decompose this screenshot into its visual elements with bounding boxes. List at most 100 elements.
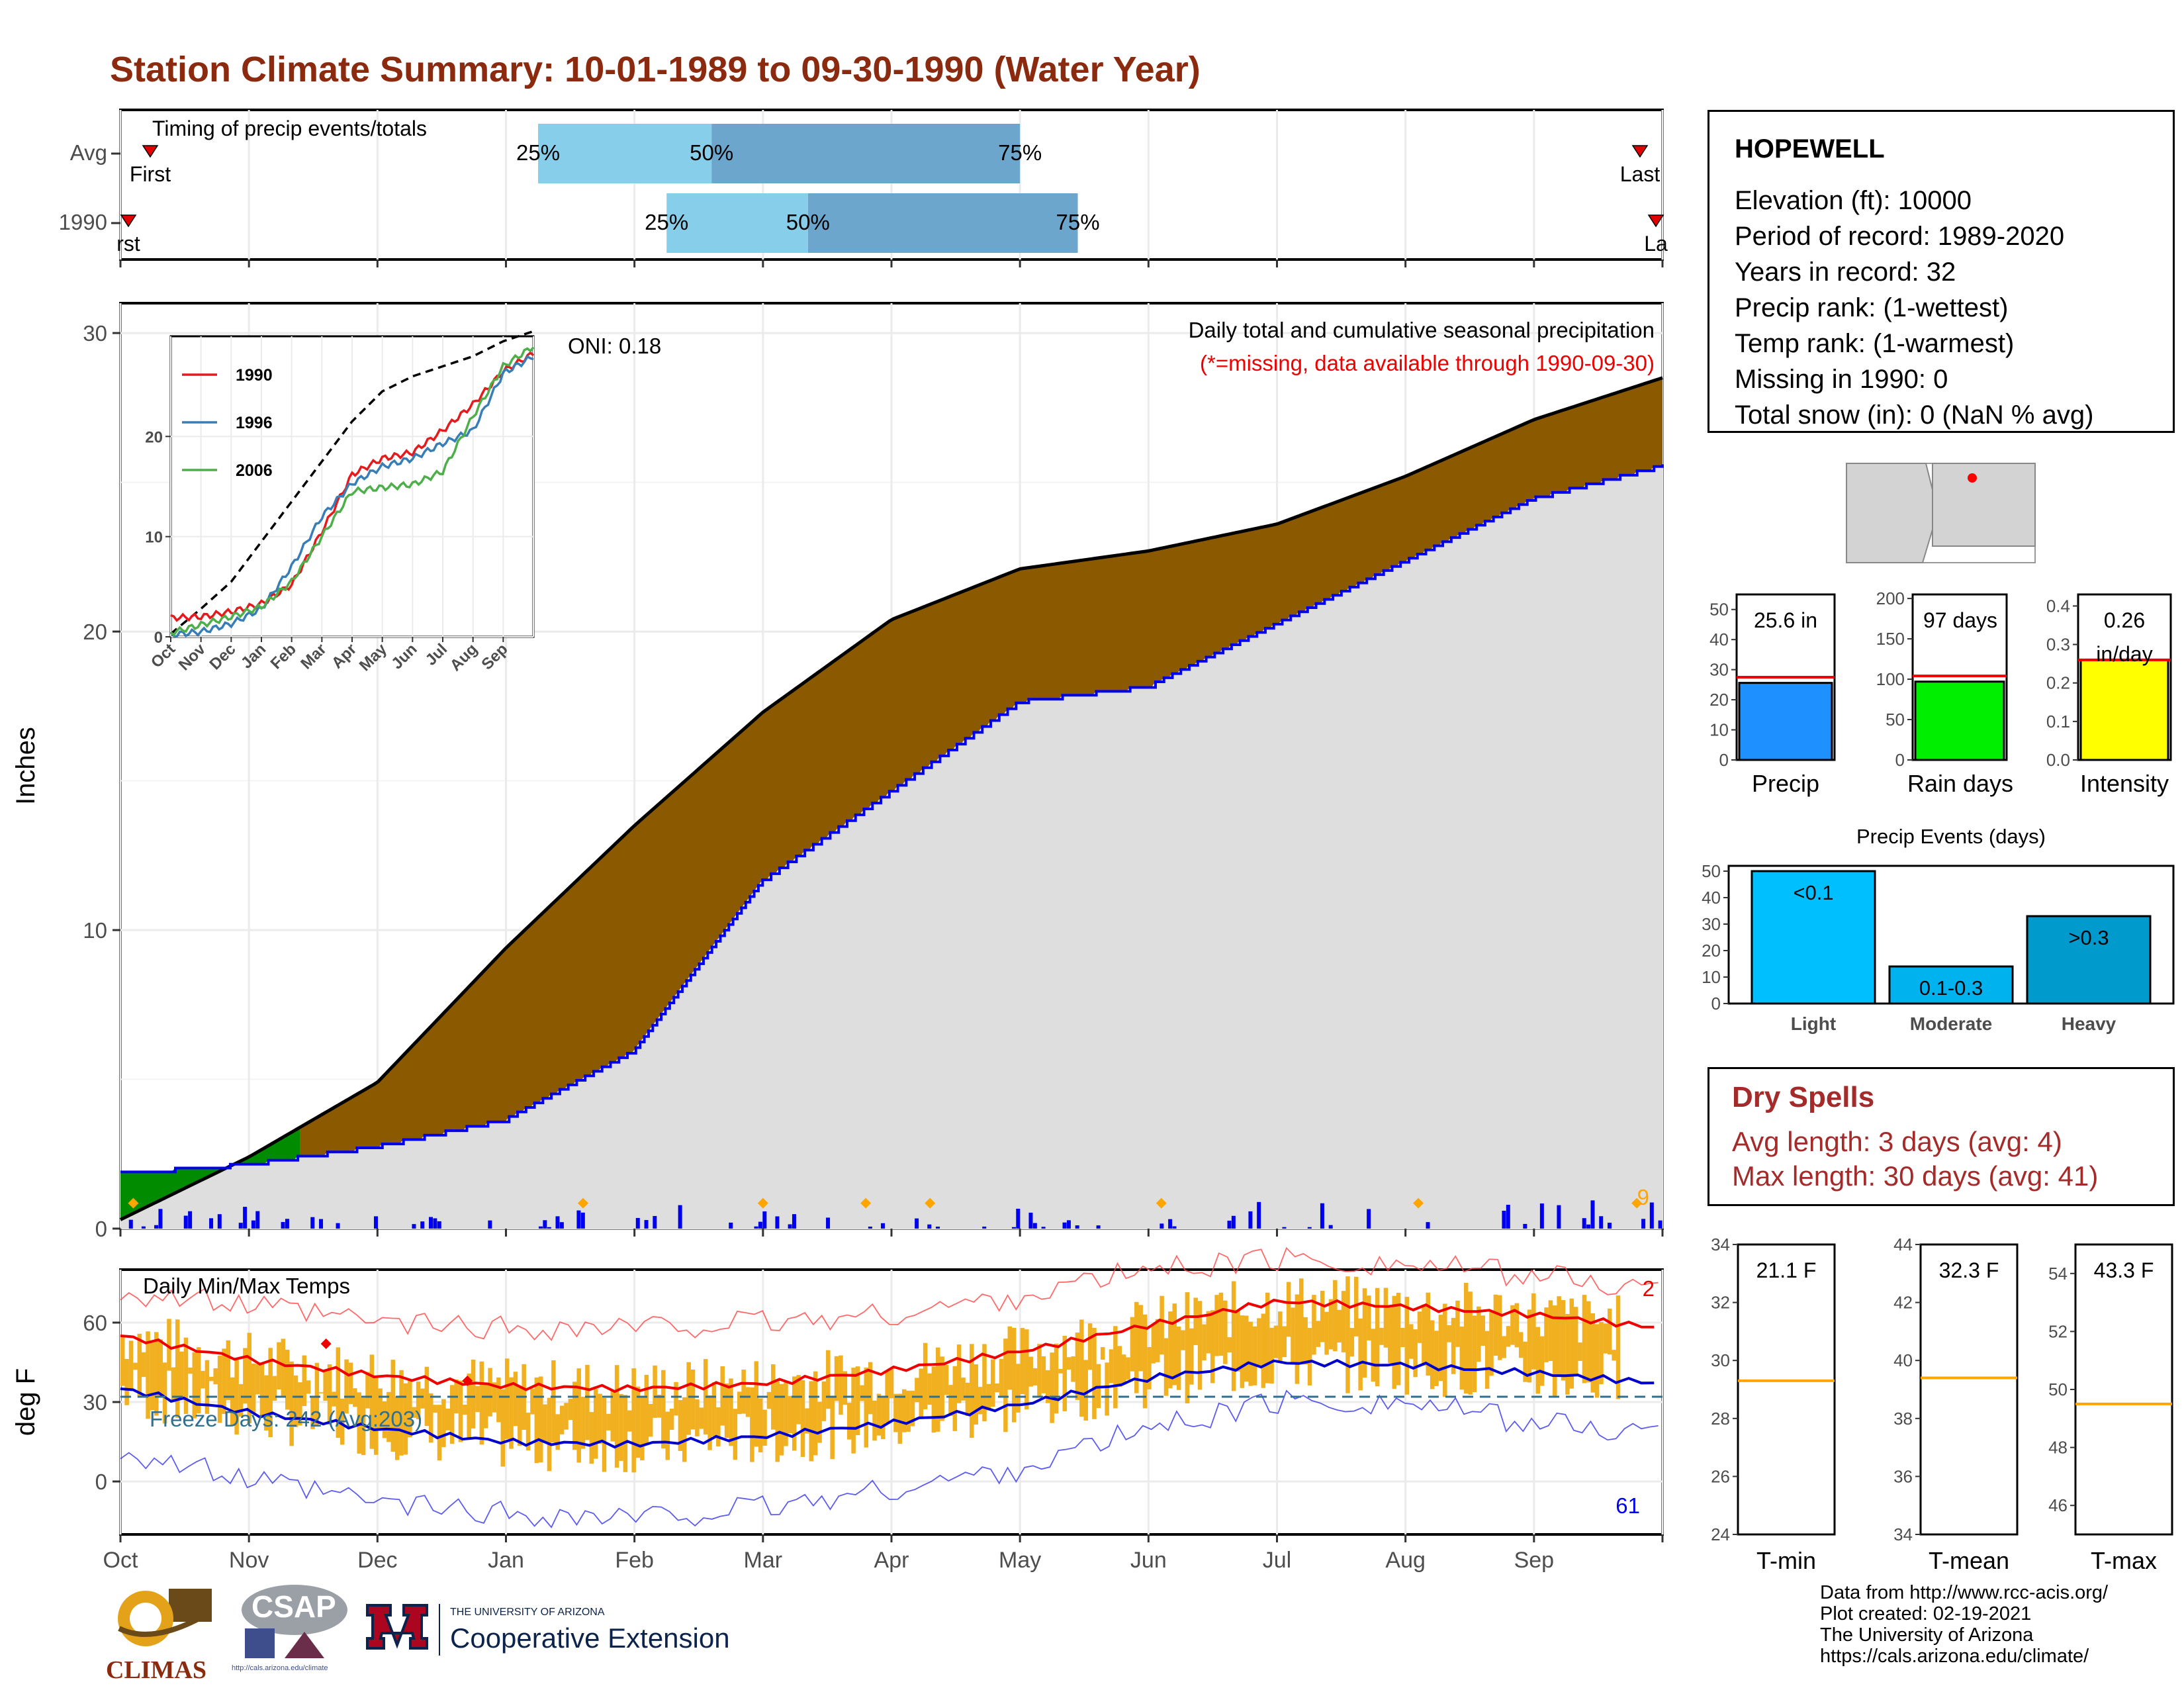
daily-temp-bar [146,1331,150,1419]
daily-temp-bar [1400,1327,1405,1347]
daily-temp-bar [483,1384,488,1429]
summary-value-label: 0.26 [2104,608,2145,632]
daily-temp-bar [1214,1295,1219,1356]
daily-temp-bar [580,1397,586,1449]
daily-temp-bar [458,1380,463,1442]
daily-precip-bar [729,1222,733,1229]
inset-legend-label: 1990 [236,366,273,385]
daily-temp-bar [690,1369,696,1430]
station-temp-rank: Temp rank: (1-warmest) [1735,329,2015,358]
daily-temp-bar [1142,1314,1148,1409]
daily-temp-bar [1032,1368,1038,1385]
record-high-marker [320,1338,332,1349]
daily-temp-bar [644,1374,649,1445]
daily-temp-bar [1160,1295,1164,1355]
daily-temp-bar [1422,1304,1426,1366]
daily-temp-bar [183,1337,189,1415]
daily-precip-bar [1599,1216,1604,1229]
daily-precip-bar [754,1226,758,1229]
heavy-event-marker [578,1197,588,1209]
summary-y-tick-label: 150 [1876,629,1905,649]
daily-precip-bar [1075,1225,1079,1229]
daily-temp-bar [449,1385,455,1444]
summary-y-tick-label: 0.1 [2046,712,2070,731]
temp-summary-y-tick-label: 36 [1893,1466,1913,1486]
ua-logo: THE UNIVERSITY OF ARIZONA Cooperative Ex… [361,1599,758,1665]
daily-temp-bar [1189,1328,1194,1385]
daily-temp-bar [1349,1328,1355,1357]
daily-temp-bar [906,1390,911,1432]
daily-temp-bar [1594,1324,1600,1398]
daily-precip-bar [429,1217,433,1229]
events-y-tick-label: 0 [1711,994,1721,1013]
ua-logo-big-text: Cooperative Extension [450,1622,730,1654]
temp-summary-y-tick-label: 44 [1893,1235,1913,1254]
daily-temp-bar [653,1365,657,1418]
daily-temp-bar [1163,1338,1169,1396]
daily-precip-bar [653,1215,657,1229]
daily-temp-bar [733,1409,738,1460]
daily-temp-bar [369,1354,375,1449]
daily-precip-bar [1523,1223,1527,1229]
daily-temp-bar [141,1352,146,1378]
daily-temp-bar [479,1361,484,1445]
daily-temp-bar [741,1369,746,1414]
daily-temp-bar [488,1368,492,1417]
timing-panel: Timing of precip events/totals Avg 25% 50% 7… [59,109,1668,267]
events-bar-value: 0.1-0.3 [1919,976,1983,1000]
daily-temp-bar [1468,1291,1473,1395]
daily-temp-bar [496,1377,501,1423]
daily-precip-bar [412,1224,416,1229]
daily-temp-bar [504,1358,510,1440]
events-bar [1751,870,1876,1005]
temp-y-tick-label: 0 [95,1470,107,1494]
heavy-event-marker [1413,1197,1424,1209]
daily-temp-bar [1383,1288,1388,1348]
summary-y-tick-label: 20 [1709,690,1729,710]
station-missing: Missing in 1990: 0 [1735,365,1948,394]
daily-temp-bar [1231,1281,1236,1391]
csap-logo-text: CSAP [251,1589,336,1624]
daily-temp-bar [1498,1295,1502,1360]
daily-temp-bar [1379,1327,1384,1345]
daily-temp-bar [1248,1321,1253,1386]
daily-temp-bar [927,1373,932,1405]
summary-y-tick-label: 100 [1876,669,1905,689]
daily-temp-bar [1557,1296,1561,1376]
daily-temp-bar [1312,1295,1316,1355]
daily-temp-bar [179,1351,184,1398]
inset-legend-label: 2006 [236,461,273,480]
daily-temp-bar [1413,1329,1418,1378]
summary-y-tick-label: 0.3 [2046,635,2070,655]
daily-temp-bar [374,1375,379,1455]
events-bar-value: <0.1 [1793,881,1833,904]
last-event-label: La [1644,232,1668,256]
daily-temp-bar [1358,1318,1363,1391]
month-tick-label: May [999,1548,1041,1573]
daily-temp-bar [948,1385,953,1416]
daily-precip-bar [374,1216,379,1229]
daily-temp-bar [543,1404,547,1442]
daily-temp-bar [1337,1309,1342,1342]
credits: Data from http://www.rcc-acis.org/ Plot … [1820,1582,2108,1667]
events-y-tick-label: 30 [1702,914,1721,934]
heavy-event-marker [757,1197,768,1209]
events-y-tick-label: 10 [1702,967,1721,987]
daily-temp-bar [661,1370,666,1449]
heavy-event-marker [925,1197,936,1209]
summary-y-tick-label: 30 [1709,660,1729,680]
daily-temp-bar [1278,1311,1283,1363]
daily-temp-bar [1493,1294,1498,1356]
daily-precip-bar [1066,1220,1071,1229]
average-cumulative-line [119,376,1663,1221]
timing-bar-q2 [711,124,1021,183]
inset-legend-label: 1996 [236,414,273,432]
daily-temp-bar [1354,1276,1359,1336]
summary-bar-charts: 0 10 20 30 40 50 25.6 in Precip 0 50 100 150 200 97 d… [1709,588,2172,797]
daily-precip-bar [758,1221,762,1229]
daily-precip-bar [927,1224,932,1229]
daily-temp-bar [530,1388,535,1415]
daily-temp-bar [433,1405,437,1413]
daily-temp-bar [1480,1315,1486,1346]
daily-temp-bar [1286,1282,1291,1337]
